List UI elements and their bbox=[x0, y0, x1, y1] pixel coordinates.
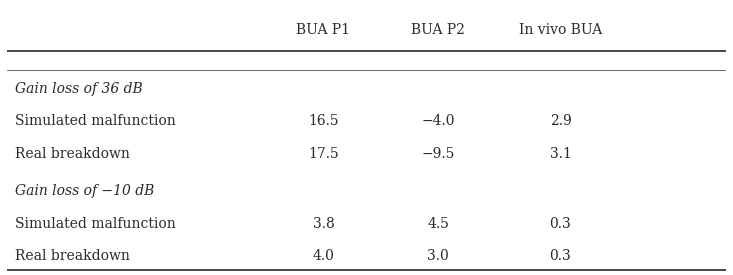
Text: In vivo BUA: In vivo BUA bbox=[519, 23, 602, 37]
Text: 17.5: 17.5 bbox=[308, 147, 339, 161]
Text: Simulated malfunction: Simulated malfunction bbox=[15, 217, 175, 231]
Text: BUA P1: BUA P1 bbox=[296, 23, 350, 37]
Text: Gain loss of 36 dB: Gain loss of 36 dB bbox=[15, 82, 142, 96]
Text: 0.3: 0.3 bbox=[550, 217, 571, 231]
Text: −9.5: −9.5 bbox=[421, 147, 455, 161]
Text: 0.3: 0.3 bbox=[550, 249, 571, 263]
Text: 3.0: 3.0 bbox=[427, 249, 449, 263]
Text: −4.0: −4.0 bbox=[421, 114, 455, 128]
Text: BUA P2: BUA P2 bbox=[411, 23, 465, 37]
Text: 2.9: 2.9 bbox=[550, 114, 571, 128]
Text: Simulated malfunction: Simulated malfunction bbox=[15, 114, 175, 128]
Text: 4.0: 4.0 bbox=[312, 249, 334, 263]
Text: Real breakdown: Real breakdown bbox=[15, 249, 130, 263]
Text: 16.5: 16.5 bbox=[308, 114, 339, 128]
Text: 3.8: 3.8 bbox=[312, 217, 334, 231]
Text: Real breakdown: Real breakdown bbox=[15, 147, 130, 161]
Text: Gain loss of −10 dB: Gain loss of −10 dB bbox=[15, 185, 154, 198]
Text: 3.1: 3.1 bbox=[550, 147, 572, 161]
Text: 4.5: 4.5 bbox=[427, 217, 449, 231]
